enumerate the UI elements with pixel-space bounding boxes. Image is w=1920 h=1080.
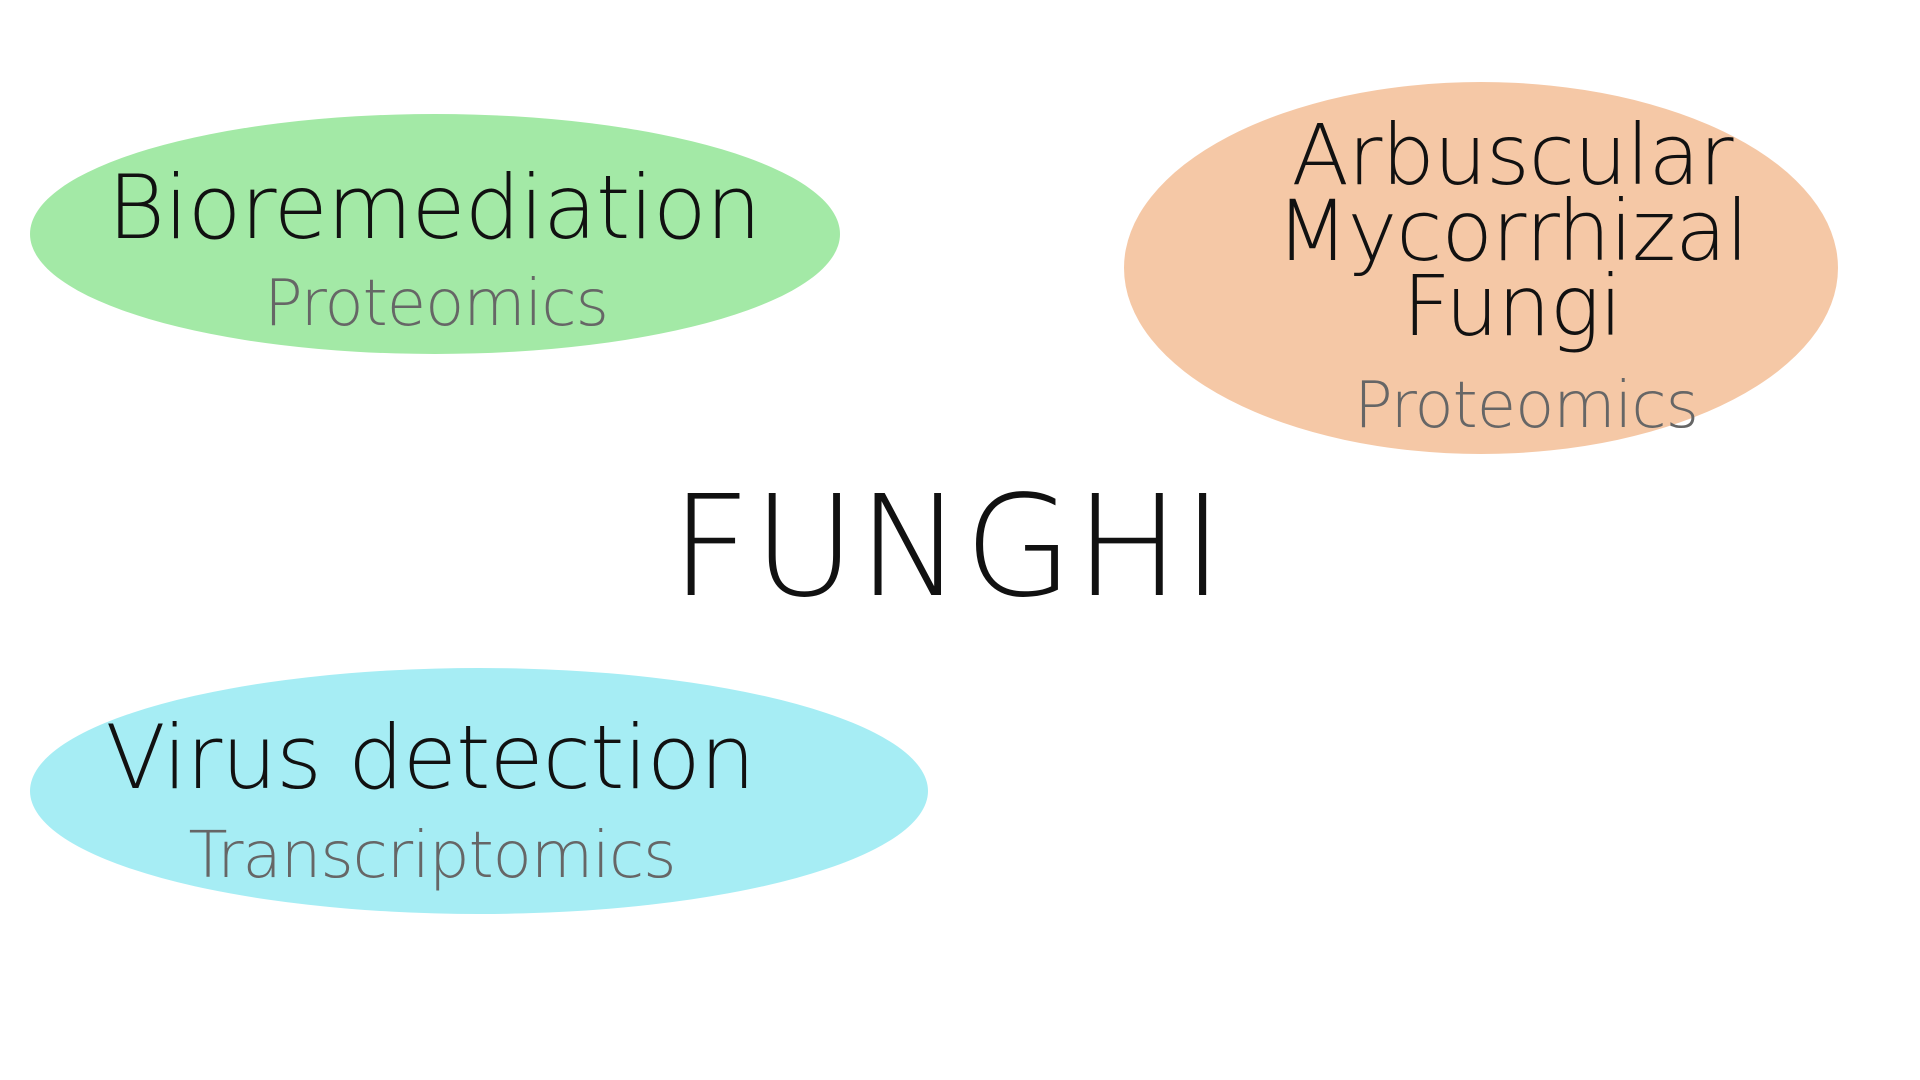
bioremediation-subtitle: Proteomics [264, 267, 609, 341]
center-title: FUNGHI [670, 466, 1226, 629]
bioremediation-title: Bioremediation [107, 156, 762, 259]
bioremediation-bubble [30, 114, 840, 354]
virus-detection-subtitle: Transcriptomics [188, 819, 677, 893]
arbuscular-mycorrhizal-fungi-title: Arbuscular Mycorrhizal Fungi [1276, 106, 1749, 356]
amf-title-line-3: Fungi [1402, 257, 1623, 356]
amf-title-line-1: Arbuscular [1291, 106, 1733, 204]
arbuscular-mycorrhizal-fungi-bubble [1124, 82, 1838, 454]
virus-detection-bubble [30, 668, 928, 914]
arbuscular-mycorrhizal-fungi-subtitle: Proteomics [1354, 369, 1699, 443]
amf-title-line-2: Mycorrhizal [1276, 181, 1749, 280]
virus-detection-title: Virus detection [105, 706, 755, 809]
